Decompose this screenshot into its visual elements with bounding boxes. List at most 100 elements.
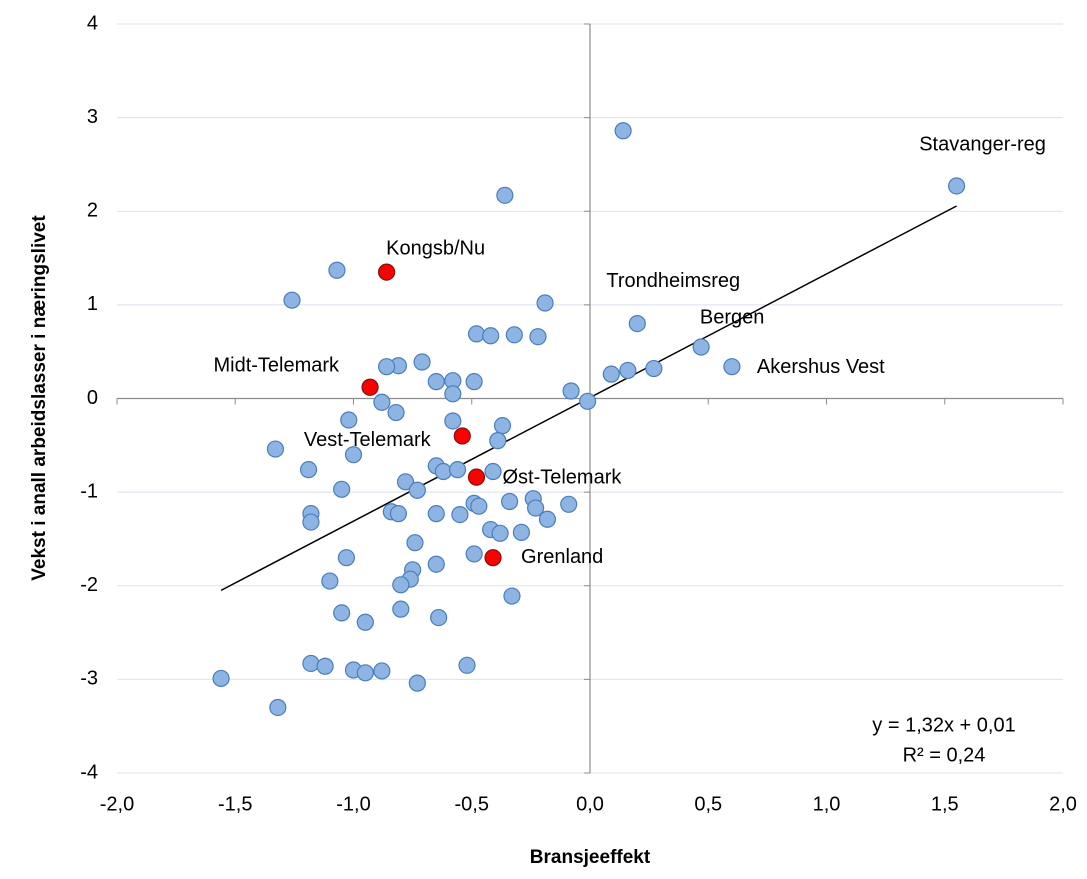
y-axis-title: Vekst i anall arbeidslasser i næringsliv… bbox=[29, 215, 50, 581]
point bbox=[444, 412, 462, 430]
point-label: Kongsb/Nu bbox=[386, 237, 485, 259]
x-tick-label: 1,5 bbox=[931, 793, 959, 815]
point-label: Stavanger-reg bbox=[919, 133, 1046, 155]
point bbox=[333, 480, 351, 498]
point bbox=[406, 534, 424, 552]
point-label: Grenland bbox=[521, 546, 603, 568]
point bbox=[337, 549, 356, 567]
point bbox=[451, 505, 469, 524]
point-label: Bergen bbox=[700, 306, 765, 328]
point bbox=[500, 492, 519, 511]
point bbox=[484, 549, 502, 567]
point bbox=[527, 499, 545, 517]
point bbox=[378, 263, 396, 281]
x-tick-label: -1,0 bbox=[336, 793, 370, 815]
point bbox=[560, 495, 578, 513]
point bbox=[427, 505, 445, 523]
point bbox=[387, 403, 405, 422]
point bbox=[340, 411, 358, 429]
point bbox=[448, 461, 467, 479]
point bbox=[628, 315, 646, 333]
point bbox=[356, 613, 374, 631]
point bbox=[302, 513, 320, 531]
point bbox=[392, 576, 410, 594]
y-tick-label: 0 bbox=[87, 387, 98, 409]
x-tick-label: 0,0 bbox=[576, 793, 604, 815]
point bbox=[614, 122, 632, 140]
point bbox=[723, 358, 741, 376]
point bbox=[316, 657, 334, 675]
point bbox=[333, 604, 351, 622]
point bbox=[505, 326, 523, 344]
point bbox=[373, 393, 391, 411]
y-tick-label: 2 bbox=[87, 200, 98, 222]
x-tick-label: -0,5 bbox=[455, 793, 489, 815]
point bbox=[493, 417, 512, 435]
point bbox=[266, 440, 285, 458]
point bbox=[491, 524, 509, 542]
point bbox=[645, 359, 663, 378]
trend-r2: R² = 0,24 bbox=[903, 744, 986, 766]
point bbox=[427, 373, 445, 391]
point bbox=[579, 392, 597, 410]
point bbox=[484, 462, 502, 481]
point bbox=[482, 327, 500, 345]
y-tick-label: -3 bbox=[80, 668, 98, 690]
point bbox=[467, 468, 486, 486]
point bbox=[562, 382, 580, 400]
point bbox=[408, 674, 426, 692]
point bbox=[328, 261, 346, 279]
point bbox=[212, 669, 230, 688]
point bbox=[529, 328, 547, 346]
y-tick-label: 1 bbox=[87, 293, 98, 315]
point bbox=[467, 325, 486, 343]
point bbox=[427, 555, 445, 573]
point-label: Vest-Telemark bbox=[304, 429, 432, 451]
point bbox=[321, 572, 339, 590]
point bbox=[356, 664, 374, 682]
y-tick-label: -2 bbox=[80, 574, 98, 596]
y-tick-label: 4 bbox=[87, 12, 98, 34]
trend-equation: y = 1,32x + 0,01 bbox=[872, 714, 1015, 736]
y-tick-label: 3 bbox=[87, 106, 98, 128]
point bbox=[302, 654, 320, 673]
point bbox=[453, 427, 471, 445]
point bbox=[408, 481, 426, 499]
point bbox=[269, 698, 287, 717]
point bbox=[373, 662, 391, 680]
y-tick-label: -4 bbox=[80, 761, 98, 783]
point bbox=[389, 505, 408, 523]
point bbox=[392, 600, 410, 618]
point bbox=[378, 358, 396, 376]
x-tick-label: -2,0 bbox=[100, 793, 134, 815]
point bbox=[430, 608, 448, 627]
point bbox=[434, 462, 452, 481]
point bbox=[458, 656, 476, 674]
point bbox=[444, 385, 462, 403]
point bbox=[489, 432, 507, 450]
x-tick-label: 1,0 bbox=[813, 793, 841, 815]
x-tick-label: -1,5 bbox=[218, 793, 252, 815]
point bbox=[361, 378, 379, 396]
point-label: Trondheimsreg bbox=[606, 270, 740, 292]
point bbox=[536, 294, 554, 312]
point-label: Akershus Vest bbox=[757, 356, 885, 378]
point bbox=[512, 523, 531, 541]
x-tick-label: 0,5 bbox=[694, 793, 722, 815]
point bbox=[283, 291, 301, 309]
point bbox=[465, 373, 483, 391]
point bbox=[947, 177, 966, 195]
point bbox=[396, 473, 415, 491]
point bbox=[503, 587, 521, 605]
x-tick-label: 2,0 bbox=[1049, 793, 1077, 815]
point bbox=[538, 510, 557, 528]
point bbox=[602, 365, 620, 383]
point bbox=[619, 361, 637, 380]
point-label: Midt-Telemark bbox=[213, 355, 340, 377]
point bbox=[496, 186, 514, 204]
point bbox=[344, 446, 363, 464]
point bbox=[413, 353, 431, 371]
point bbox=[692, 338, 710, 356]
